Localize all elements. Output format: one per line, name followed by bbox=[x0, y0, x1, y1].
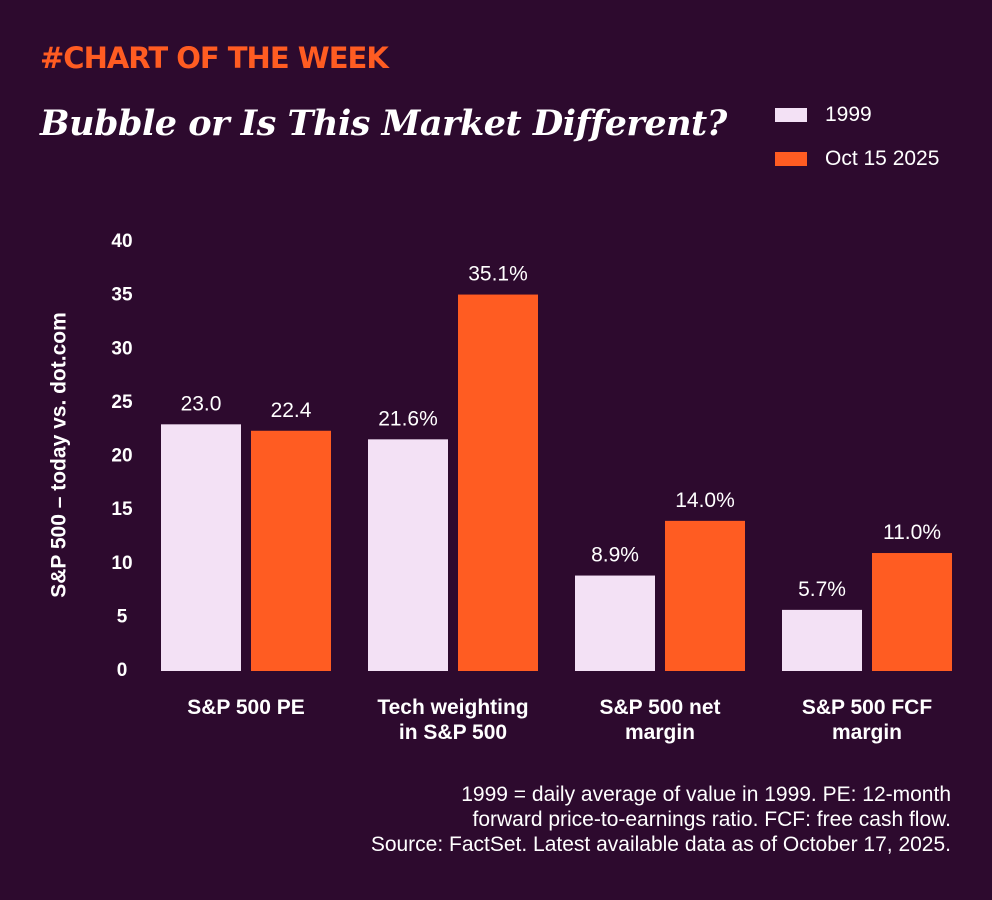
chart-kicker: #CHART OF THE WEEK bbox=[40, 41, 389, 75]
footnote-line: Source: FactSet. Latest available data a… bbox=[370, 833, 951, 856]
bar-1999 bbox=[161, 424, 241, 671]
y-tick-label: 30 bbox=[111, 338, 132, 359]
legend-label-1999: 1999 bbox=[825, 103, 872, 126]
bar-value-label: 14.0% bbox=[675, 489, 735, 512]
category-label-line: in S&P 500 bbox=[399, 721, 507, 744]
bar-1999 bbox=[368, 439, 448, 671]
category-label-line: S&P 500 PE bbox=[187, 696, 305, 719]
bar-1999 bbox=[575, 575, 655, 671]
category-label-line: margin bbox=[625, 721, 695, 744]
category-label-line: S&P 500 FCF bbox=[802, 696, 932, 719]
legend-swatch-2025 bbox=[775, 152, 807, 166]
category-label-line: margin bbox=[832, 721, 902, 744]
category-label: S&P 500 PE bbox=[187, 696, 305, 719]
bar-value-label: 35.1% bbox=[468, 263, 528, 286]
bar-2025 bbox=[458, 294, 538, 671]
category-label: Tech weighting in S&P 500 bbox=[377, 696, 528, 744]
y-tick-label: 25 bbox=[111, 392, 133, 413]
bar-value-labels: 23.0 21.6% 8.9% 5.7% 22.4 35.1% 14.0% 11.0% bbox=[181, 263, 941, 601]
legend-label-2025: Oct 15 2025 bbox=[825, 147, 940, 170]
legend-swatch-1999 bbox=[775, 108, 807, 122]
bar-1999 bbox=[782, 609, 862, 671]
bar-value-label: 22.4 bbox=[271, 399, 312, 422]
category-labels: S&P 500 PE Tech weighting in S&P 500 S&P 50… bbox=[187, 696, 932, 744]
category-label-line: Tech weighting bbox=[377, 696, 528, 719]
bars bbox=[161, 294, 952, 671]
footnote-line: 1999 = daily average of value in 1999. P… bbox=[461, 783, 951, 806]
chart-title: Bubble or Is This Market Different? bbox=[40, 103, 727, 144]
y-axis-ticks: 0 5 10 15 20 25 30 35 40 bbox=[111, 231, 133, 681]
category-label-line: S&P 500 net bbox=[599, 696, 720, 719]
bar-2025 bbox=[872, 553, 952, 671]
y-tick-label: 20 bbox=[111, 446, 132, 467]
y-tick-label: 40 bbox=[111, 231, 132, 252]
legend-item-2025: Oct 15 2025 bbox=[775, 144, 939, 174]
bar-value-label: 5.7% bbox=[798, 578, 846, 601]
category-label: S&P 500 FCF margin bbox=[802, 696, 932, 744]
bar-2025 bbox=[665, 520, 745, 671]
y-tick-label: 10 bbox=[111, 553, 132, 574]
bar-value-label: 23.0 bbox=[181, 392, 222, 415]
bar-value-label: 8.9% bbox=[591, 544, 639, 567]
chart-footnote: 1999 = daily average of value in 1999. P… bbox=[371, 782, 951, 857]
chart-legend: 1999 Oct 15 2025 bbox=[775, 100, 939, 188]
footnote-line: forward price-to-earnings ratio. FCF: fr… bbox=[472, 808, 951, 831]
bar-2025 bbox=[251, 430, 331, 671]
y-tick-label: 5 bbox=[117, 606, 128, 627]
bar-value-label: 21.6% bbox=[378, 407, 438, 430]
legend-item-1999: 1999 bbox=[775, 100, 939, 130]
y-tick-label: 35 bbox=[111, 285, 133, 306]
category-label: S&P 500 net margin bbox=[599, 696, 720, 744]
y-tick-label: 15 bbox=[111, 499, 133, 520]
y-tick-label: 0 bbox=[117, 660, 128, 681]
y-axis-title: S&P 500 – today vs. dot.com bbox=[48, 312, 71, 598]
bar-value-label: 11.0% bbox=[883, 521, 941, 544]
